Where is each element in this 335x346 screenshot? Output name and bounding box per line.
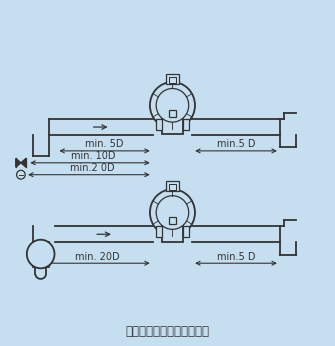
Bar [156,226,162,237]
Text: min.2 0D: min.2 0D [70,163,115,173]
Bar [166,74,179,84]
Circle shape [150,189,195,236]
Circle shape [156,89,189,122]
Bar [169,109,176,117]
Text: min. 5D: min. 5D [85,139,124,149]
Text: min. 20D: min. 20D [75,252,120,262]
Text: min.5 D: min.5 D [217,139,255,149]
Bar [166,181,179,191]
Bar [169,217,176,224]
Circle shape [17,170,25,179]
Bar [169,184,176,190]
Text: min. 10D: min. 10D [71,151,116,161]
Bar [162,115,183,134]
Polygon shape [16,158,21,167]
Circle shape [156,196,189,229]
Circle shape [27,240,55,268]
Bar [162,222,183,242]
Bar [169,77,176,83]
Bar [156,119,162,130]
Bar [183,226,189,237]
Text: 弯管、阀门和泵之间的安装: 弯管、阀门和泵之间的安装 [126,325,209,338]
Bar [183,119,189,130]
Circle shape [150,82,195,129]
Polygon shape [21,158,26,167]
Text: min.5 D: min.5 D [217,252,255,262]
